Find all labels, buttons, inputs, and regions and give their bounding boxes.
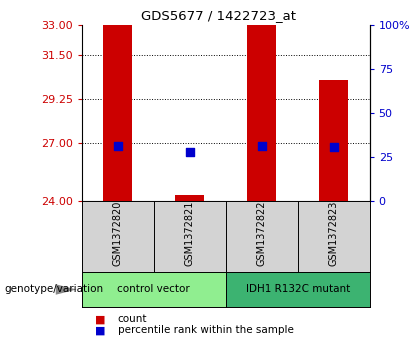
Bar: [247, 25, 276, 201]
Point: [258, 143, 265, 148]
Text: ■: ■: [94, 314, 105, 325]
Text: GSM1372820: GSM1372820: [113, 201, 123, 266]
Text: control vector: control vector: [118, 285, 190, 294]
Bar: [103, 25, 132, 201]
Text: percentile rank within the sample: percentile rank within the sample: [118, 325, 294, 335]
Text: GDS5677 / 1422723_at: GDS5677 / 1422723_at: [141, 9, 296, 22]
Point: [330, 144, 337, 150]
Text: count: count: [118, 314, 147, 325]
Point: [186, 149, 193, 155]
Text: GSM1372822: GSM1372822: [257, 201, 267, 266]
Bar: [176, 195, 204, 201]
Point: [115, 143, 121, 148]
Text: GSM1372821: GSM1372821: [185, 201, 195, 266]
Text: GSM1372823: GSM1372823: [328, 201, 339, 266]
Text: IDH1 R132C mutant: IDH1 R132C mutant: [246, 285, 350, 294]
Text: ■: ■: [94, 325, 105, 335]
Text: genotype/variation: genotype/variation: [4, 285, 103, 294]
Polygon shape: [56, 284, 76, 295]
Bar: [319, 80, 348, 201]
